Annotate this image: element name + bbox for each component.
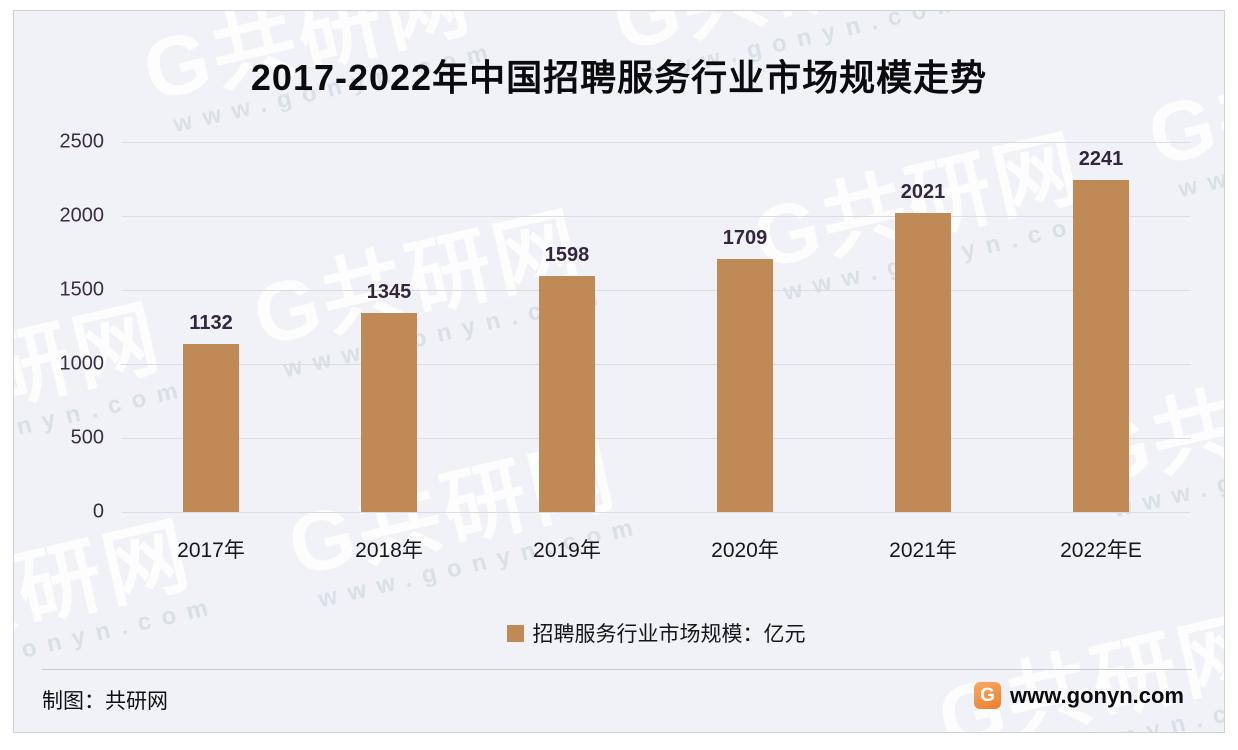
footer-brand: G www.gonyn.com [974, 682, 1184, 709]
bar-value-label: 2021 [900, 180, 946, 203]
legend-swatch [506, 624, 524, 642]
bar [361, 312, 417, 512]
x-axis-tick-label: 2019年 [533, 539, 601, 562]
gridline [121, 512, 1191, 513]
bar [183, 344, 239, 512]
footer-divider [42, 669, 1192, 670]
bar [717, 259, 773, 512]
x-axis-tick-label: 2018年 [355, 539, 423, 562]
x-axis-tick-label: 2017年 [177, 539, 245, 562]
y-axis-tick-label: 500 [70, 426, 104, 449]
footer-website: www.gonyn.com [1010, 682, 1184, 708]
gridline [121, 216, 1191, 217]
bar [539, 275, 595, 512]
chart-title: 2017-2022年中国招聘服务行业市场规模走势 [250, 57, 988, 98]
x-axis-tick-label: 2020年 [711, 539, 779, 562]
gridline [121, 364, 1191, 365]
y-axis-tick-label: 2500 [59, 130, 105, 153]
chart-panel: G共研网www.gonyn.comG共研网www.gonyn.comG共研网ww… [13, 10, 1225, 733]
bar-value-label: 1345 [366, 280, 412, 303]
gridline [121, 142, 1191, 143]
gonyn-logo-icon: G [974, 682, 1002, 709]
bar-value-label: 2241 [1078, 148, 1124, 171]
y-axis-tick-label: 2000 [59, 204, 105, 227]
footer-credit: 制图：共研网 [42, 690, 168, 713]
y-axis-tick-label: 1000 [59, 352, 105, 375]
bar-value-label: 1598 [544, 243, 590, 266]
plot-area: 0 500 1000 1500 2000 2500 1132 2017年 1345 2018年 15… [60, 131, 1191, 562]
gridline [121, 290, 1191, 291]
y-axis-tick-label: 1500 [59, 278, 105, 301]
bar [1073, 180, 1129, 512]
y-axis-tick-label: 0 [92, 500, 104, 523]
legend-label: 招聘服务行业市场规模：亿元 [532, 623, 806, 646]
bar-value-label: 1132 [189, 312, 233, 335]
x-axis-tick-label: 2021年 [889, 539, 957, 562]
gridline [121, 438, 1191, 439]
x-axis-tick-label: 2022年E [1060, 539, 1142, 562]
bar-value-label: 1709 [722, 227, 768, 250]
bar [895, 212, 951, 512]
legend: 招聘服务行业市场规模：亿元 [121, 618, 1191, 648]
